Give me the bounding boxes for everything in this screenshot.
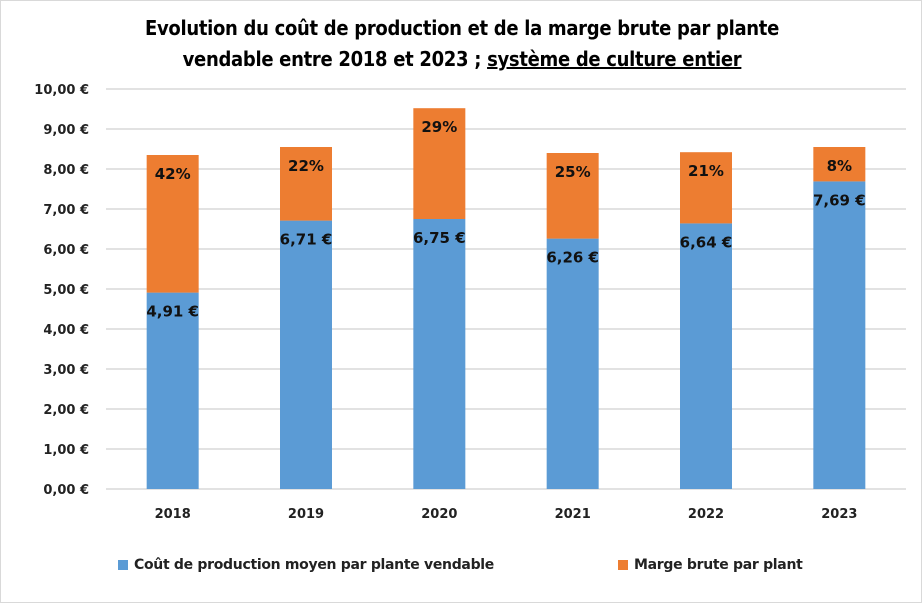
x-tick-label: 2018 <box>155 507 191 522</box>
x-tick-label: 2022 <box>688 507 724 522</box>
data-label-margin: 8% <box>827 157 852 175</box>
legend-label-margin: Marge brute par plant <box>634 557 803 573</box>
data-label-cost: 6,75 € <box>413 229 466 247</box>
bar-cost <box>280 220 332 489</box>
chart-title: Evolution du coût de production et de la… <box>1 13 921 75</box>
data-label-cost: 4,91 € <box>146 303 199 321</box>
title-line-2-plain: vendable entre 2018 et 2023 ; <box>182 47 488 71</box>
bar-margin <box>280 147 332 221</box>
y-tick-label: 0,00 € <box>43 483 89 498</box>
bar-cost <box>680 223 732 489</box>
bar-cost <box>546 238 599 489</box>
bar-cost <box>146 292 199 489</box>
legend-item-cost: Coût de production moyen par plante vend… <box>118 557 494 573</box>
legend-item-margin: Marge brute par plant <box>618 557 803 573</box>
y-tick-label: 5,00 € <box>43 283 89 298</box>
legend-swatch-margin <box>618 560 628 570</box>
y-tick-label: 3,00 € <box>43 363 89 378</box>
data-label-cost: 6,26 € <box>546 249 599 267</box>
y-tick-label: 6,00 € <box>43 243 89 258</box>
bar-margin <box>546 153 599 239</box>
y-tick-label: 2,00 € <box>43 403 89 418</box>
x-tick-label: 2019 <box>288 507 324 522</box>
data-label-margin: 25% <box>555 163 591 181</box>
y-tick-label: 1,00 € <box>43 443 89 458</box>
data-label-cost: 6,71 € <box>280 231 333 249</box>
x-tick-label: 2020 <box>421 507 457 522</box>
bar-margin <box>813 147 866 182</box>
y-tick-label: 4,00 € <box>43 323 89 338</box>
title-line-1: Evolution du coût de production et de la… <box>144 16 780 40</box>
title-line-2-underlined: système de culture entier <box>487 47 742 71</box>
bar-margin <box>146 155 199 293</box>
data-label-cost: 6,64 € <box>680 233 733 251</box>
y-tick-label: 8,00 € <box>43 163 89 178</box>
bar-cost <box>813 181 866 489</box>
x-tick-label: 2021 <box>555 507 591 522</box>
y-tick-label: 7,00 € <box>43 203 89 218</box>
x-tick-label: 2023 <box>821 507 857 522</box>
y-tick-label: 9,00 € <box>43 123 89 138</box>
title-line-2: vendable entre 2018 et 2023 ; système de… <box>1 44 921 75</box>
data-label-margin: 29% <box>421 118 457 136</box>
data-label-margin: 42% <box>155 165 191 183</box>
legend-label-cost: Coût de production moyen par plante vend… <box>134 557 494 573</box>
bar-margin <box>413 108 466 219</box>
bar-cost <box>413 219 466 489</box>
legend-swatch-cost <box>118 560 128 570</box>
bar-margin <box>680 152 732 224</box>
data-label-cost: 7,69 € <box>813 191 866 209</box>
data-label-margin: 21% <box>688 162 724 180</box>
data-label-margin: 22% <box>288 157 324 175</box>
y-tick-label: 10,00 € <box>34 83 89 98</box>
